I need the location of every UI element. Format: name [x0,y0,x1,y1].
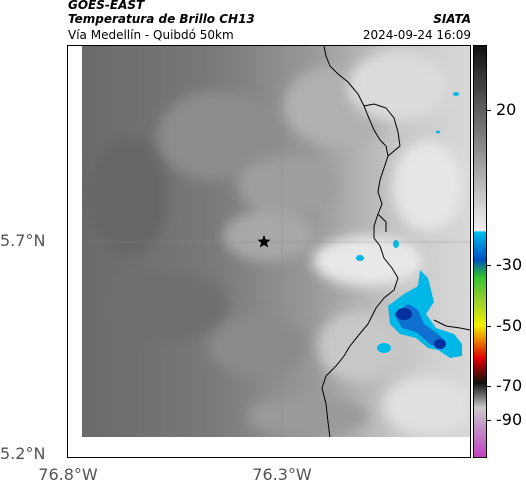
colorbar-tick [486,326,491,327]
colorbar-tick [486,386,491,387]
colorbar-label-minus-30: -30 [496,255,523,274]
colorbar-tick [486,420,491,421]
colorbar-tick [486,265,491,266]
colorbar-tick [486,110,491,111]
colorbar-label-minus-50: -50 [496,316,523,335]
lon-label-76-3: 76.3°W [252,465,312,484]
route-subtitle: Vía Medellín - Quibdó 50km [68,28,234,42]
colorbar-label-minus-90: -90 [496,410,523,429]
star-marker [257,235,271,248]
agency-label: SIATA [433,12,471,26]
colorbar-label-20: 20 [496,100,517,119]
colorbar-gradient [474,46,486,457]
graticule [68,46,470,457]
lat-label-5-7: 5.7°N [0,231,46,250]
border-segment-east [433,319,470,331]
border-segment-north [363,103,401,157]
satellite-title: GOES-EAST [68,0,145,12]
lon-label-76-8: 76.8°W [38,465,98,484]
product-title: Temperatura de Brillo CH13 [68,12,255,26]
map-image [68,46,470,457]
map-bottom-margin [82,437,470,457]
colorbar [473,45,487,458]
brightness-temperature-map [67,45,471,458]
cold-cloud-tops [356,92,462,358]
cloud-texture [88,51,470,436]
datetime-label: 2024-09-24 16:09 [362,28,471,42]
lat-label-5-2: 5.2°N [0,444,46,463]
border-segment-mid [377,213,387,232]
map-left-margin [68,46,82,457]
colorbar-label-minus-70: -70 [496,376,523,395]
